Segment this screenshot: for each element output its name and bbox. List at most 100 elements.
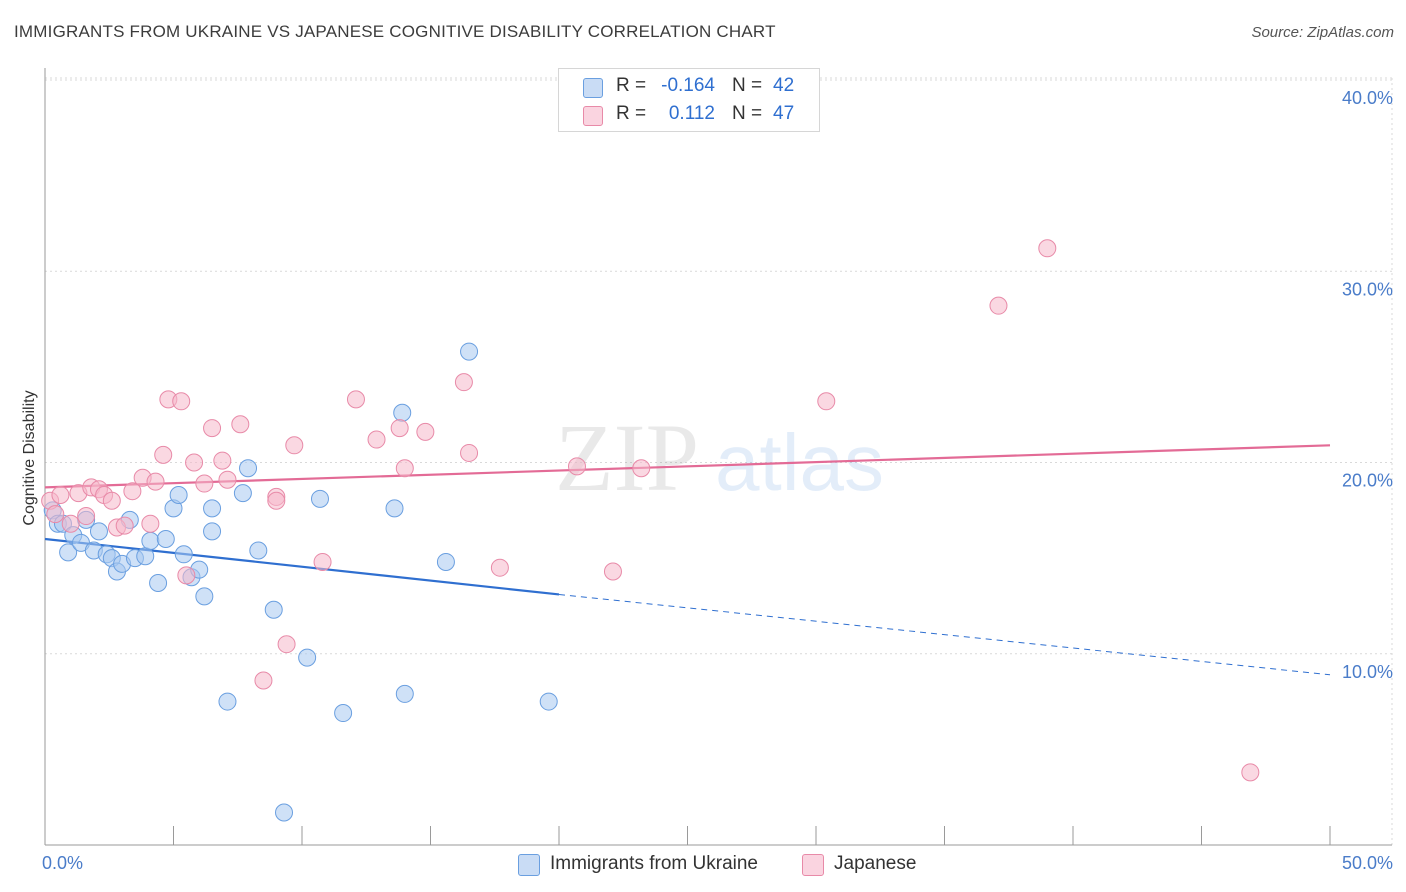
point-japanese <box>989 296 1008 315</box>
point-japanese <box>213 451 232 470</box>
point-ukraine <box>460 342 479 361</box>
point-ukraine <box>149 573 168 592</box>
point-japanese <box>567 457 586 476</box>
point-japanese <box>817 392 836 411</box>
point-japanese <box>185 453 204 472</box>
x-tick-label-min: 0.0% <box>42 853 83 873</box>
watermark: ZIP atlas <box>555 404 884 511</box>
point-japanese <box>177 566 196 585</box>
point-ukraine <box>218 692 237 711</box>
y-tick-label: 20.0% <box>1342 471 1393 491</box>
series-legend: Immigrants from Ukraine Japanese <box>0 852 1406 878</box>
point-ukraine <box>393 403 412 422</box>
point-ukraine <box>136 547 155 566</box>
trend-line-ukraine <box>44 537 560 596</box>
point-ukraine <box>539 692 558 711</box>
point-japanese <box>195 474 214 493</box>
point-ukraine <box>275 803 294 822</box>
point-japanese <box>218 470 237 489</box>
legend-r-label: R = <box>616 75 647 96</box>
legend-r-value: -0.164 <box>661 75 715 96</box>
point-ukraine <box>141 531 160 550</box>
point-japanese <box>603 562 622 581</box>
point-japanese <box>77 507 96 526</box>
axes <box>44 68 1392 846</box>
legend-n-value: 47 <box>773 103 795 124</box>
legend-row-ukraine: R = -0.164 N = 42 <box>559 73 819 101</box>
point-ukraine <box>203 499 222 518</box>
chart-title: IMMIGRANTS FROM UKRAINE VS JAPANESE COGN… <box>14 22 776 41</box>
point-japanese <box>1241 763 1260 782</box>
point-ukraine <box>233 484 252 503</box>
legend-n-label: N = <box>732 75 763 96</box>
point-japanese <box>46 505 65 524</box>
legend-swatch-ukraine <box>583 78 603 98</box>
point-japanese <box>267 491 286 510</box>
point-japanese <box>115 516 134 535</box>
point-japanese <box>285 436 304 455</box>
point-japanese <box>416 422 435 441</box>
legend-r-value: 0.112 <box>668 103 715 124</box>
tick-labels: 10.0% 20.0% 30.0% 40.0% 0.0% 50.0% <box>42 88 1393 873</box>
point-japanese <box>203 419 222 438</box>
legend-label-ukraine: Immigrants from Ukraine <box>550 853 758 874</box>
point-ukraine <box>156 530 175 548</box>
point-japanese <box>313 552 332 571</box>
point-ukraine <box>174 545 193 564</box>
point-ukraine <box>264 600 283 619</box>
point-japanese <box>460 443 479 462</box>
point-japanese <box>154 445 173 464</box>
legend-swatch-japanese <box>583 106 603 126</box>
point-ukraine <box>59 543 78 562</box>
point-japanese <box>146 472 165 491</box>
point-ukraine <box>239 459 258 478</box>
legend-r-label: R = <box>616 103 647 124</box>
point-japanese <box>254 671 273 690</box>
trend-lines <box>44 444 1331 676</box>
data-points <box>41 239 1260 822</box>
x-tick-label-max: 50.0% <box>1342 853 1393 873</box>
point-japanese <box>141 514 160 533</box>
point-japanese <box>367 430 386 449</box>
point-japanese <box>632 459 651 478</box>
point-ukraine <box>89 522 108 541</box>
legend-n-label: N = <box>732 103 763 124</box>
point-japanese <box>395 459 414 478</box>
point-ukraine <box>334 704 353 723</box>
point-japanese <box>490 558 509 577</box>
point-japanese <box>51 486 70 505</box>
point-ukraine <box>310 489 329 508</box>
point-japanese <box>277 635 296 654</box>
point-ukraine <box>249 541 268 560</box>
y-tick-label: 40.0% <box>1342 88 1393 108</box>
point-japanese <box>390 419 409 438</box>
watermark-zip: ZIP <box>555 404 699 511</box>
point-ukraine <box>436 552 455 571</box>
point-japanese <box>454 373 473 392</box>
legend-row-japanese: R = 0.112 N = 47 <box>559 101 819 129</box>
point-ukraine <box>298 648 317 667</box>
legend-n-value: 42 <box>773 75 795 96</box>
point-ukraine <box>169 486 188 505</box>
trend-line-ukraine-projection <box>558 593 1331 676</box>
legend-swatch-japanese <box>802 854 824 876</box>
legend-swatch-ukraine <box>518 854 540 876</box>
legend-label-japanese: Japanese <box>834 853 917 874</box>
point-ukraine <box>385 499 404 518</box>
point-japanese <box>172 392 191 411</box>
point-japanese <box>123 482 142 501</box>
point-japanese <box>231 415 250 434</box>
point-japanese <box>1038 239 1057 258</box>
trend-line-japanese <box>44 444 1331 489</box>
point-ukraine <box>395 684 414 703</box>
point-japanese <box>102 491 121 510</box>
source-label: Source: ZipAtlas.com <box>1251 24 1394 41</box>
y-axis-label: Cognitive Disability <box>21 390 38 525</box>
y-tick-label: 10.0% <box>1342 662 1393 682</box>
point-ukraine <box>195 587 214 606</box>
y-tick-label: 30.0% <box>1342 279 1393 299</box>
stats-legend: R = -0.164 N = 42 R = 0.112 N = 47 <box>558 68 820 132</box>
point-japanese <box>346 390 365 409</box>
point-japanese <box>61 514 80 533</box>
